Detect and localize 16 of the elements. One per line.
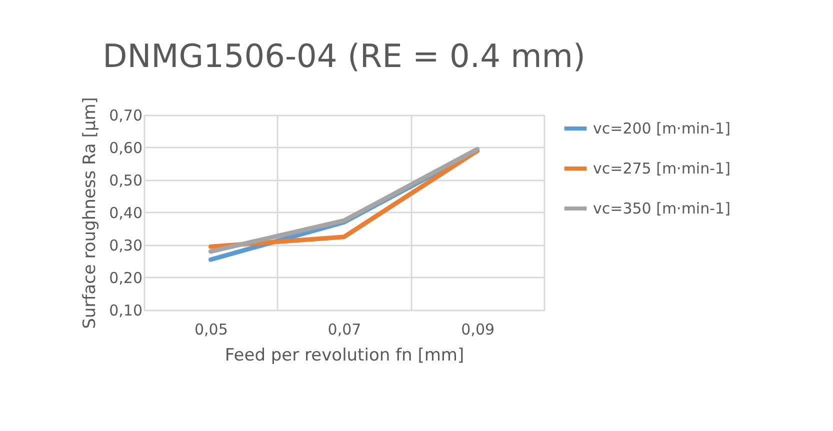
y-tick-label: 0,20	[109, 269, 142, 287]
legend-label: vc=200 [m·min-1]	[593, 120, 730, 138]
legend-label: vc=350 [m·min-1]	[593, 200, 730, 218]
legend-label: vc=275 [m·min-1]	[593, 160, 730, 178]
x-tick-label: 0,09	[461, 320, 495, 338]
y-tick-label: 0,70	[109, 106, 142, 124]
x-tick-label: 0,07	[328, 320, 362, 338]
x-axis-title: Feed per revolution fn [mm]	[224, 346, 464, 366]
x-tick-label: 0,05	[194, 320, 228, 338]
y-tick-label: 0,60	[109, 139, 142, 157]
y-tick-label: 0,50	[109, 172, 142, 190]
y-axis-title: Surface roughness Ra [µm]	[80, 97, 100, 329]
chart-title: DNMG1506-04 (RE = 0.4 mm)	[102, 36, 586, 75]
y-tick-label: 0,10	[109, 302, 142, 320]
y-tick-label: 0,40	[109, 204, 142, 222]
y-tick-label: 0,30	[109, 236, 142, 254]
